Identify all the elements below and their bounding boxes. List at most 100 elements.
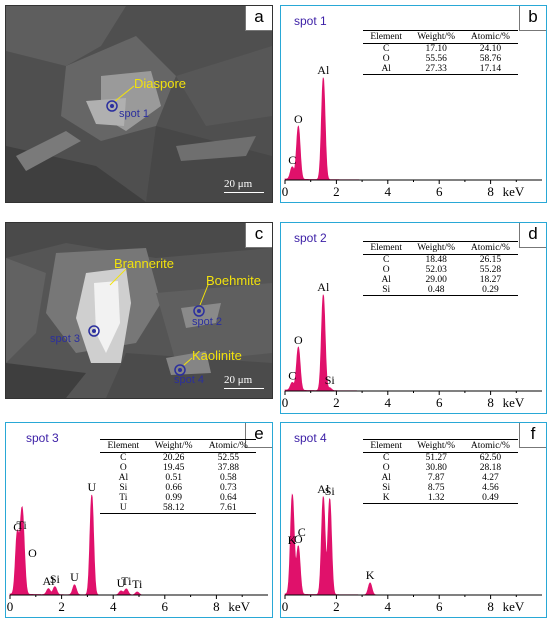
- table-cell: O: [382, 463, 390, 473]
- x-unit-label: keV: [503, 184, 525, 199]
- scale-bar-c: [224, 388, 264, 389]
- table-cell: O: [119, 463, 127, 473]
- table-row: O 19.45 37.88: [100, 463, 256, 473]
- table-header-cell: Atomic/%: [462, 241, 518, 255]
- peak-label: O: [28, 546, 37, 560]
- table-row: Al 27.33 17.14: [363, 64, 518, 75]
- table-header-cell: Atomic/%: [462, 30, 518, 44]
- table-header-cell: Element: [363, 241, 410, 255]
- table-cell: 27.33: [409, 64, 463, 75]
- table-cell: 18.27: [479, 275, 502, 285]
- spot-label-4: spot 4: [174, 374, 204, 386]
- x-tick-label: 4: [110, 599, 117, 614]
- x-tick-label: 0: [282, 395, 289, 410]
- peak-label: C: [288, 368, 296, 382]
- table-cell: 51.27: [425, 453, 447, 463]
- panel-label-b: b: [519, 6, 546, 31]
- table-cell: 24.10: [479, 44, 502, 54]
- spectrum-name-f: spot 4: [294, 431, 327, 445]
- peak-label: O: [294, 112, 303, 126]
- table-cell: U: [100, 503, 147, 514]
- table-cell: 55.28: [479, 265, 502, 275]
- table-cell: K: [363, 493, 410, 504]
- table-cell: 58.12: [146, 503, 201, 514]
- table-cell: O: [382, 265, 390, 275]
- spectrum-plot-b: 0 2 4 6 8 keV C O Al: [282, 63, 542, 199]
- sem-texture-a: [6, 6, 272, 202]
- arrow-diaspore: [106, 85, 135, 112]
- x-tick-label: 8: [487, 184, 494, 199]
- table-cell: 0.99: [165, 493, 182, 503]
- table-row: Si 0.66 0.73: [100, 483, 256, 493]
- spectrum-name-d: spot 2: [294, 231, 327, 245]
- spectrum-name-b: spot 1: [294, 14, 327, 28]
- table-cell: 0.29: [462, 285, 518, 296]
- table-header-row: Element Weight/% Atomic/%: [363, 241, 518, 255]
- table-cell: 62.50: [479, 453, 502, 463]
- table-header-row: Element Weight/% Atomic/%: [100, 439, 256, 453]
- table-cell: 8.75: [427, 483, 445, 493]
- table-cell: C: [383, 44, 390, 54]
- element-table-e: Element Weight/% Atomic/% C 20.26 52.55 O 19.45…: [100, 439, 256, 514]
- table-cell: Ti: [119, 493, 128, 503]
- spot-label-1: spot 1: [119, 108, 149, 120]
- table-header-cell: Atomic/%: [462, 439, 518, 453]
- table-cell: 18.48: [425, 255, 447, 265]
- table-cell: C: [383, 255, 390, 265]
- table-cell: 17.14: [462, 64, 518, 75]
- x-tick-label: 6: [162, 599, 169, 614]
- peak-label: Al: [317, 63, 330, 77]
- peak-label: U: [87, 480, 96, 494]
- peak-label: U: [70, 570, 79, 584]
- table-row: Al 29.00 18.27: [363, 275, 518, 285]
- spectrum-series: [284, 493, 465, 596]
- table-header-cell: Weight/%: [409, 241, 463, 255]
- table-row: Al 0.51 0.58: [100, 473, 256, 483]
- sem-image-a: a Diaspore spot 1 20 μm: [5, 5, 273, 203]
- annotation-brannerite: Brannerite: [114, 256, 174, 271]
- spectrum-panel-e: e spot 3 0 2 4 6 8 keV C Ti O Al Si U U U Ti Ti Element…: [5, 422, 273, 618]
- scale-bar-a: [224, 192, 264, 193]
- table-cell: Al: [118, 473, 129, 483]
- spot-label-3: spot 3: [50, 333, 80, 345]
- panel-label-a: a: [245, 6, 272, 31]
- table-cell: 30.80: [425, 463, 447, 473]
- peak-label: Si: [50, 572, 61, 586]
- x-unit-label: keV: [503, 395, 525, 410]
- arrows-c: [88, 268, 209, 376]
- table-cell: 1.32: [409, 493, 463, 504]
- spectrum-series: [284, 294, 465, 392]
- x-tick-label: 4: [385, 599, 392, 614]
- spot-label-2: spot 2: [192, 316, 222, 328]
- table-row: Si 8.75 4.56: [363, 483, 518, 493]
- peak-label: Si: [325, 484, 336, 498]
- element-table-f: Element Weight/% Atomic/% C 51.27 62.50 O 30.80…: [363, 439, 518, 504]
- table-row: Ti 0.99 0.64: [100, 493, 256, 503]
- table-row: Al 7.87 4.27: [363, 473, 518, 483]
- peak-label: Ti: [132, 577, 143, 591]
- table-cell: Al: [381, 473, 391, 483]
- table-cell: Al: [363, 64, 410, 75]
- table-cell: 19.45: [162, 463, 185, 473]
- spectrum-plot-d: 0 2 4 6 8 keV C O Al Si: [282, 280, 542, 410]
- table-cell: Si: [363, 285, 410, 296]
- table-cell: Si: [119, 483, 128, 493]
- table-cell: 28.18: [479, 463, 502, 473]
- table-cell: 17.10: [425, 44, 447, 54]
- x-tick-label: 0: [7, 599, 14, 614]
- x-unit-label: keV: [228, 599, 250, 614]
- table-cell: 0.49: [462, 493, 518, 504]
- peak-label: Al: [317, 280, 330, 294]
- table-row: C 20.26 52.55: [100, 453, 256, 464]
- table-cell: O: [382, 54, 390, 64]
- table-header-cell: Atomic/%: [200, 439, 256, 453]
- spectrum-panel-d: d spot 2 0 2 4 6 8 keV C O Al Si Element Weight/% A…: [280, 222, 547, 414]
- peak-label: Ti: [121, 574, 132, 588]
- x-tick-label: 2: [333, 599, 340, 614]
- annotation-diaspore: Diaspore: [134, 76, 187, 91]
- x-tick-label: 4: [385, 184, 392, 199]
- table-cell: 4.56: [482, 483, 499, 493]
- peak-label: Al: [317, 482, 330, 496]
